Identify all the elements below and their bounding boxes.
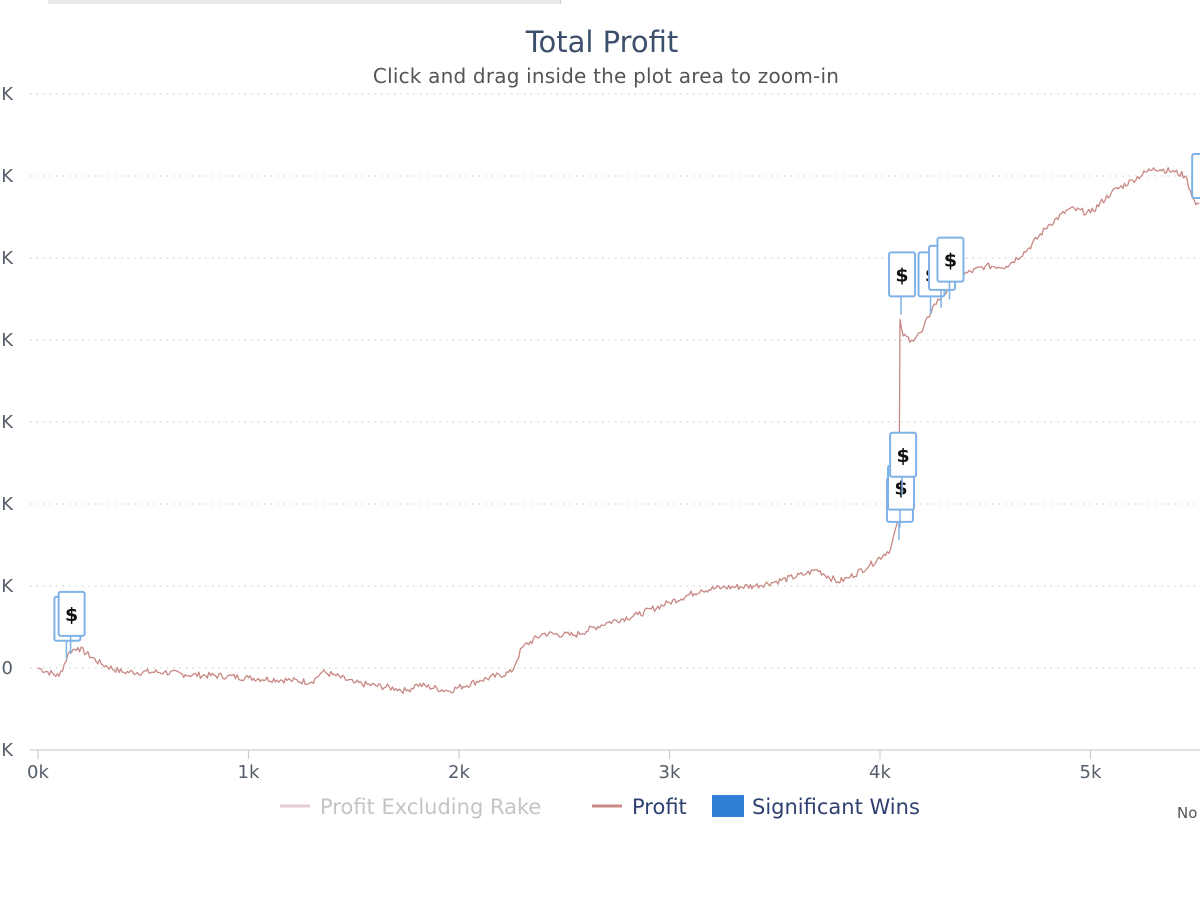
y-tick-label: K [1,330,14,351]
legend-item[interactable]: Profit Excluding Rake [280,795,541,819]
significant-win-flag[interactable]: $ [1191,153,1200,216]
grid-lines [30,93,1200,669]
y-tick-label: K [1,494,14,515]
legend-label: Profit [632,795,687,819]
legend-label: Significant Wins [752,795,920,819]
y-axis-labels: K K K K K K K 0 K [1,84,14,761]
y-tick-label: K [1,740,14,761]
y-tick-label: 0 [2,658,13,679]
series-layer [37,167,1200,694]
significant-win-flag[interactable]: $ [889,431,918,495]
x-tick-label: 4k [869,762,891,783]
chart-title: Total Profit [525,25,679,59]
y-tick-label: K [1,248,14,269]
x-tick-label: 5k [1080,762,1102,783]
significant-win-flag[interactable]: $ [888,251,917,315]
x-axis-labels: 0k 1k 2k 3k 4k 5k [27,750,1102,783]
legend-item[interactable]: Significant Wins [712,795,920,819]
legend-square-marker [712,795,744,817]
legend-item[interactable]: Profit [592,795,687,819]
significant-win-flag[interactable]: $ [57,590,86,654]
corner-note: No [1177,804,1197,822]
flag-label: $ [944,250,957,272]
x-tick-label: 2k [448,762,470,783]
legend-label: Profit Excluding Rake [320,795,541,819]
significant-win-flag[interactable]: $ [936,236,965,300]
series-line-profit [37,167,1200,694]
top-tab-strip [48,0,561,4]
flag-label: $ [65,604,78,626]
flag-label: $ [1199,166,1200,188]
y-tick-label: K [1,412,14,433]
flag-label: $ [895,264,908,286]
significant-wins-flags: $$$$$$$$$$ [53,153,1200,659]
x-tick-label: 0k [27,762,49,783]
y-tick-label: K [1,84,14,105]
flag-label: $ [896,445,909,467]
x-tick-label: 1k [238,762,260,783]
chart-subtitle: Click and drag inside the plot area to z… [373,64,839,88]
legend: Profit Excluding Rake Profit Significant W… [280,795,920,819]
flag-label: $ [894,478,907,500]
browser-top-edge [0,0,1200,4]
x-tick-label: 3k [659,762,681,783]
y-tick-label: K [1,166,14,187]
y-tick-label: K [1,576,14,597]
